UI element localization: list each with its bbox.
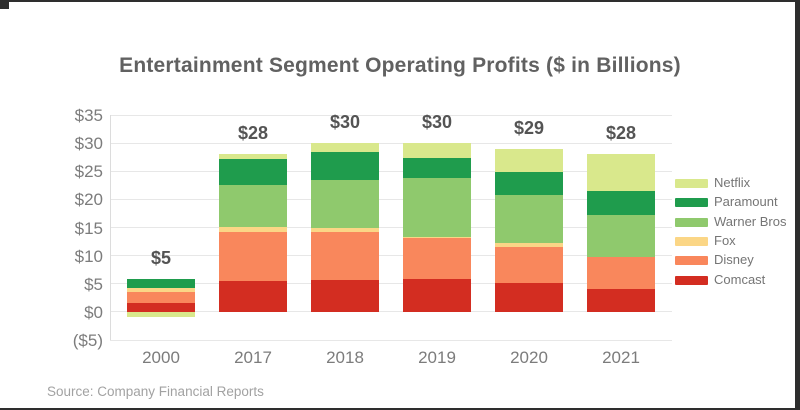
x-axis-tick-label: 2018	[326, 348, 364, 367]
y-axis-tick-label: $20	[74, 190, 103, 210]
chart-title: Entertainment Segment Operating Profits …	[119, 54, 681, 77]
gridline-15	[110, 227, 672, 229]
screenshot-edge-corner	[0, 0, 9, 9]
x-axis-tick-label: 2020	[510, 348, 548, 367]
bar-segment-2017-fox	[219, 226, 287, 233]
y-axis-tick-label: $15	[74, 218, 103, 238]
y-axis-tick-label: ($5)	[72, 331, 103, 351]
bar-total-label: $30	[421, 112, 453, 133]
bar-segment-2019-netflix	[403, 143, 471, 158]
gridline--5	[110, 339, 672, 341]
bar-total-label: $28	[605, 123, 637, 144]
legend-label-fox: Fox	[714, 232, 736, 248]
bar-segment-2021-netflix	[587, 154, 655, 191]
source-note: Source: Company Financial Reports	[47, 384, 264, 399]
gridline-10	[110, 255, 672, 257]
bar-segment-2020-warner-bros	[495, 194, 563, 244]
legend-label-comcast: Comcast	[714, 271, 766, 287]
bar-segment-2018-fox	[311, 227, 379, 233]
x-axis-tick-label: 2017	[234, 348, 272, 367]
legend-label-disney: Disney	[714, 252, 754, 268]
y-axis-tick-label: $10	[74, 246, 103, 266]
bar-segment-2021-paramount	[587, 190, 655, 215]
bar-segment-2000-disney	[127, 292, 195, 304]
legend-swatch-netflix	[675, 179, 708, 188]
gridline-20	[110, 198, 672, 200]
bar-segment-2000-fox	[127, 288, 195, 293]
bar-segment-2017-disney	[219, 232, 287, 281]
bar-segment-2020-fox	[495, 243, 563, 247]
bar-segment-2018-paramount	[311, 152, 379, 180]
legend-swatch-disney	[675, 256, 708, 266]
legend-swatch-paramount	[675, 198, 708, 208]
bar-segment-2020-disney	[495, 246, 563, 283]
y-axis-tick-label: $5	[84, 274, 103, 294]
y-axis-tick-label: $0	[84, 302, 103, 322]
y-axis-line	[110, 115, 111, 341]
bar-segment-2019-paramount	[403, 157, 471, 179]
bar-segment-2021-comcast	[587, 289, 655, 312]
bar-segment-2017-netflix	[219, 154, 287, 159]
bar-segment-2000-netflix	[127, 311, 195, 317]
bar-segment-2020-netflix	[495, 148, 563, 173]
bar-segment-2019-fox	[403, 236, 471, 239]
bar-segment-2017-paramount	[219, 158, 287, 185]
legend-label-netflix: Netflix	[714, 175, 751, 190]
bar-segment-2020-comcast	[495, 282, 563, 312]
x-axis-tick-label: 2021	[602, 348, 640, 367]
gridline-0	[110, 311, 672, 313]
gridline-30	[110, 142, 672, 144]
bar-segment-2019-warner-bros	[403, 178, 471, 237]
bar-total-label: $29	[513, 117, 545, 138]
x-axis-tick-label: 2019	[418, 348, 456, 367]
legend-label-paramount: Paramount	[714, 194, 778, 210]
gridline-5	[110, 283, 672, 285]
bar-segment-2000-comcast	[127, 303, 195, 312]
screenshot-edge-top	[0, 0, 800, 2]
bar-total-label: $5	[150, 248, 172, 269]
gridline-35	[110, 114, 672, 116]
bar-segment-2021-warner-bros	[587, 214, 655, 257]
legend-swatch-fox	[675, 236, 708, 246]
bar-segment-2019-disney	[403, 238, 471, 280]
bar-total-label: $28	[237, 123, 269, 144]
y-axis-tick-label: $25	[74, 162, 103, 182]
bar-total-label: $30	[329, 112, 361, 133]
legend-swatch-comcast	[675, 275, 708, 285]
bar-segment-2018-comcast	[311, 279, 379, 312]
x-axis-tick-label: 2000	[142, 348, 180, 367]
bar-segment-2020-paramount	[495, 172, 563, 195]
bar-segment-2019-comcast	[403, 279, 471, 312]
legend-label-warner-bros: Warner Bros	[714, 213, 787, 229]
bar-segment-2018-warner-bros	[311, 179, 379, 228]
bar-segment-2017-comcast	[219, 280, 287, 312]
bar-segment-2000-paramount	[127, 279, 195, 289]
bar-segment-2017-warner-bros	[219, 184, 287, 227]
y-axis-tick-label: $35	[74, 106, 103, 126]
y-axis-tick-label: $30	[74, 134, 103, 154]
screenshot-edge-right	[795, 0, 800, 410]
bar-segment-2018-netflix	[311, 143, 379, 153]
bar-segment-2021-disney	[587, 256, 655, 290]
screenshot-edge-bottom	[0, 408, 800, 410]
legend-swatch-warner-bros	[675, 217, 708, 227]
bar-segment-2018-disney	[311, 232, 379, 280]
gridline-25	[110, 170, 672, 172]
